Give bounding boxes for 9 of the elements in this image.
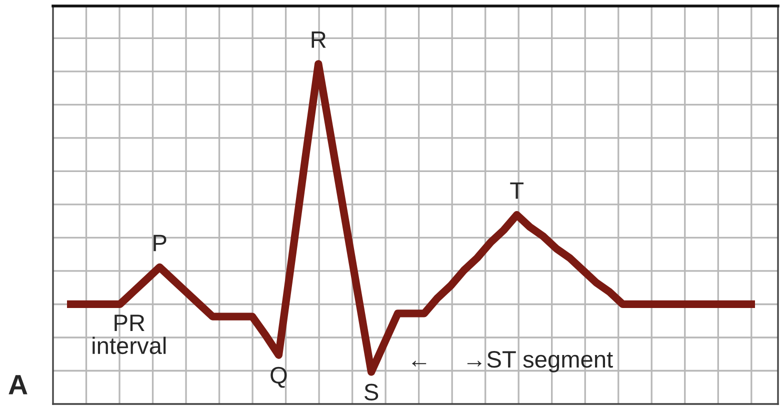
annotation: PR interval [92,314,166,354]
annotation: T [510,182,524,199]
text: R [312,32,326,48]
annotation: →ST segment [467,351,613,372]
text: S [364,384,378,401]
annotation: ← [412,360,426,366]
text: A [8,375,28,394]
annotation: P [154,234,166,252]
annotation: Q [270,366,287,388]
